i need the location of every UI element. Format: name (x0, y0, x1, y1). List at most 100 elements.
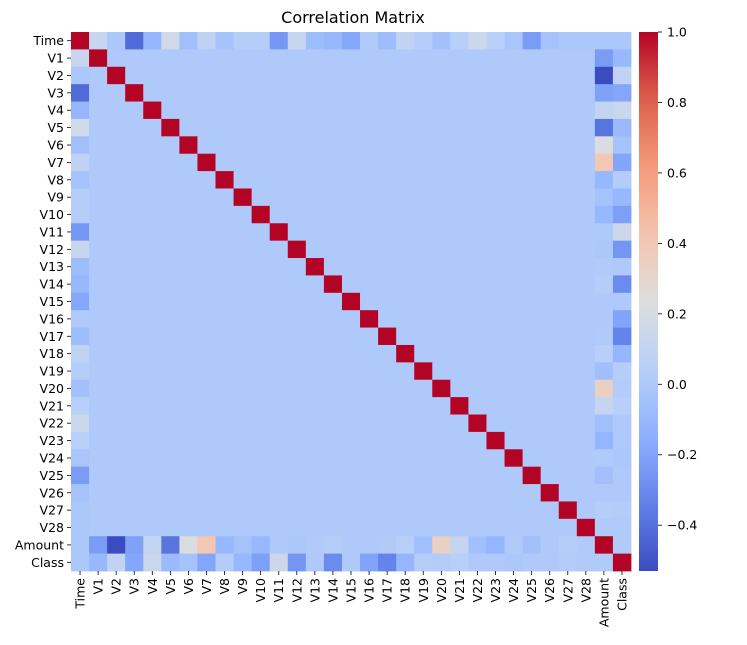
heatmap-cell (522, 466, 542, 485)
heatmap-cell (540, 153, 560, 172)
heatmap-cell (179, 136, 198, 155)
heatmap-cell (161, 84, 180, 102)
heatmap-cell (89, 171, 108, 189)
heatmap-cell (486, 292, 505, 311)
heatmap-cell (522, 310, 542, 328)
heatmap-cell (215, 379, 234, 398)
heatmap-cell (540, 101, 560, 120)
heatmap-cell (341, 153, 361, 172)
heatmap-cell (450, 362, 469, 381)
heatmap-cell (215, 397, 234, 415)
heatmap-cell (269, 101, 289, 120)
heatmap-cell (396, 275, 415, 294)
x-tick-label: V26 (542, 578, 557, 603)
heatmap-cell (594, 449, 614, 468)
x-tick-label: V28 (578, 578, 593, 603)
heatmap-cell (360, 449, 379, 468)
heatmap-cell (89, 518, 108, 537)
heatmap-cell (558, 153, 578, 172)
heatmap-cell (197, 379, 216, 398)
heatmap-cell (233, 553, 253, 572)
y-tick-label: V23 (40, 433, 64, 448)
heatmap-cell (576, 431, 596, 450)
heatmap-cell (143, 275, 162, 294)
heatmap-cell (450, 292, 469, 311)
heatmap-cell (486, 414, 505, 433)
heatmap-cell (360, 292, 379, 311)
heatmap-cell (360, 101, 379, 120)
heatmap-cell (432, 275, 451, 294)
heatmap-cell (251, 223, 271, 242)
heatmap-cell (179, 484, 198, 502)
heatmap-cell (125, 32, 144, 50)
heatmap-cell (558, 362, 578, 381)
heatmap-cell (161, 171, 180, 189)
heatmap-cell (179, 223, 198, 242)
heatmap-cell (143, 397, 162, 415)
heatmap-cell (125, 101, 144, 120)
heatmap-cell (504, 362, 524, 381)
heatmap-cell (432, 466, 451, 485)
heatmap-cell (612, 275, 632, 294)
heatmap-cell (323, 466, 343, 485)
heatmap-cell (233, 84, 253, 102)
heatmap-cell (612, 536, 632, 555)
heatmap-cell (378, 414, 397, 433)
heatmap-cell (360, 536, 379, 555)
heatmap-cell (360, 466, 379, 485)
heatmap-cell (540, 205, 560, 224)
x-tick-label: V14 (325, 578, 340, 603)
heatmap-cell (125, 153, 144, 172)
heatmap-cell (305, 49, 325, 68)
heatmap-cell (125, 310, 144, 328)
heatmap-cell (522, 344, 542, 363)
y-tick-label: V12 (40, 242, 64, 257)
heatmap-cell (143, 49, 162, 68)
heatmap-cell (287, 431, 307, 450)
heatmap-cell (125, 49, 144, 68)
heatmap-cell (522, 49, 542, 68)
heatmap-cell (468, 205, 487, 224)
heatmap-cell (107, 171, 126, 189)
heatmap-cell (486, 171, 505, 189)
heatmap-cell (251, 136, 271, 155)
heatmap-cell (558, 292, 578, 311)
heatmap-cell (594, 431, 614, 450)
heatmap-cell (558, 136, 578, 155)
heatmap-cell (161, 344, 180, 363)
heatmap-cell (378, 553, 397, 572)
heatmap-cell (269, 484, 289, 502)
heatmap-cell (378, 188, 397, 207)
heatmap-cell (107, 275, 126, 294)
heatmap-cell (468, 240, 487, 259)
heatmap-cell (612, 32, 632, 50)
heatmap-cell (522, 118, 542, 137)
heatmap-cell (305, 118, 325, 137)
heatmap-cell (125, 205, 144, 224)
heatmap-cell (450, 118, 469, 137)
heatmap-cell (450, 205, 469, 224)
colorbar-tick-label: 0.2 (667, 306, 687, 321)
heatmap-cell (323, 49, 343, 68)
heatmap-cell (215, 205, 234, 224)
heatmap-cell (71, 240, 90, 259)
heatmap-cell (468, 171, 487, 189)
x-tick-label: V2 (109, 578, 124, 595)
heatmap-cell (360, 484, 379, 502)
heatmap-cell (486, 101, 505, 120)
heatmap-cell (125, 344, 144, 363)
colorbar-ticks: −0.4 −0.2 0.0 0.2 0.4 0.6 0.8 1.0 (658, 25, 697, 533)
heatmap-cell (396, 327, 415, 346)
heatmap-cell (143, 171, 162, 189)
heatmap-cell (251, 466, 271, 485)
heatmap-cell (522, 275, 542, 294)
heatmap-cell (251, 84, 271, 102)
heatmap-cell (89, 118, 108, 137)
heatmap-cell (287, 484, 307, 502)
heatmap-cell (432, 310, 451, 328)
heatmap-cell (125, 449, 144, 468)
heatmap-cell (522, 518, 542, 537)
heatmap-cell (341, 240, 361, 259)
heatmap-cell (251, 431, 271, 450)
heatmap-cell (233, 292, 253, 311)
